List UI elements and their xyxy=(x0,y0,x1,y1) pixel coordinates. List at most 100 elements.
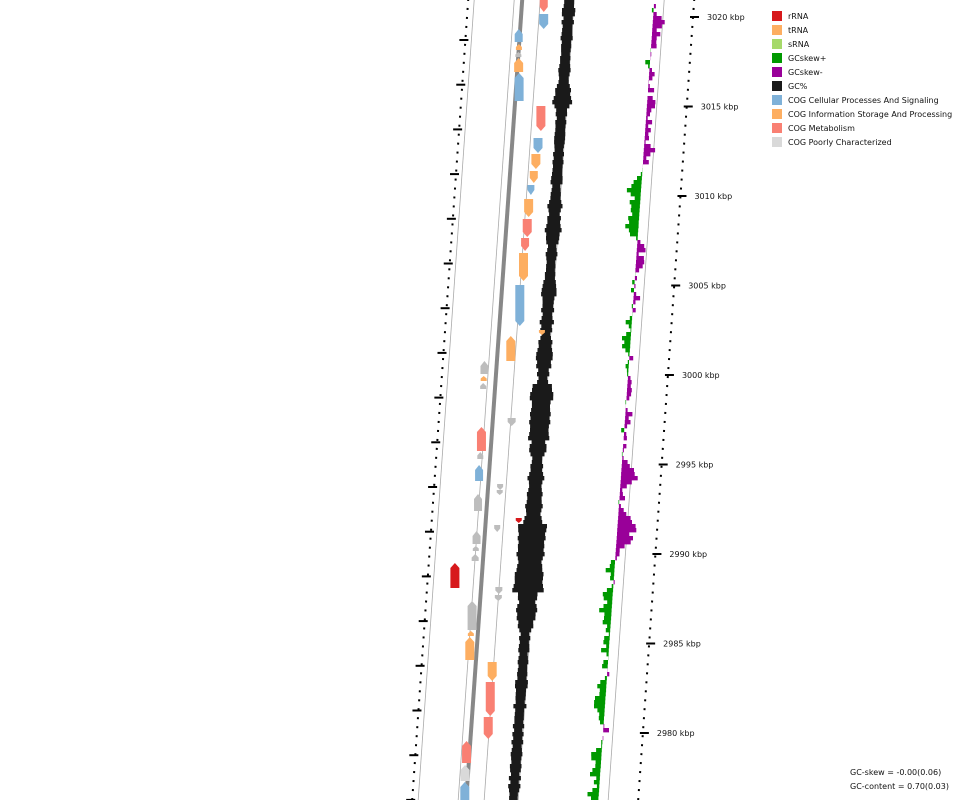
gene-feature-cog_poorly xyxy=(460,765,470,781)
gene-feature-no_cog xyxy=(495,587,503,594)
gene-feature-cog_cellular xyxy=(515,285,525,326)
legend-swatch xyxy=(772,137,782,147)
gene-feature-no_cog xyxy=(494,595,502,601)
legend-item-gc-percent: GC% xyxy=(772,79,958,93)
legend-item-cog-information: COG Information Storage And Processing xyxy=(772,107,958,121)
gene-feature-cog_cellular xyxy=(460,782,470,800)
gene-feature-cog_information xyxy=(487,662,497,681)
gc-content-track xyxy=(508,0,576,800)
ruler-minor-ticks xyxy=(637,0,696,800)
gene-feature-no_cog xyxy=(494,525,501,532)
legend-swatch xyxy=(772,109,782,119)
ring-line-5 xyxy=(607,0,665,800)
gene-feature-no_cog xyxy=(471,554,479,561)
gene-feature-cog_information xyxy=(531,154,541,169)
gene-feature-no_cog xyxy=(477,452,484,459)
gene-feature-no_cog xyxy=(496,490,503,495)
gene-feature-cog_metabolism xyxy=(483,717,493,739)
legend-swatch xyxy=(772,81,782,91)
gene-feature-tRNA xyxy=(467,631,474,636)
gene-feature-rRNA xyxy=(515,518,522,523)
legend-swatch xyxy=(772,53,782,63)
legend-item-cog-metabolism: COG Metabolism xyxy=(772,121,958,135)
legend-swatch xyxy=(772,67,782,77)
gene-feature-cog_information xyxy=(465,637,475,660)
gene-feature-no_cog xyxy=(497,484,504,490)
gene-feature-cog_metabolism xyxy=(539,0,548,12)
gene-feature-no_cog xyxy=(472,531,481,544)
gene-feature-cog_cellular xyxy=(527,185,535,195)
gc-content-stat: GC-content = 0.70(0.03) xyxy=(850,782,949,791)
backbone-line xyxy=(464,0,525,800)
ruler-tick-label: 3010 kbp xyxy=(694,192,732,201)
gene-feature-cog_cellular xyxy=(514,73,524,101)
legend-swatch xyxy=(772,95,782,105)
outer-minor-ticks-line xyxy=(411,0,470,800)
legend-label: sRNA xyxy=(788,39,810,49)
gc-skew-stat: GC-skew = -0.00(0.06) xyxy=(850,768,942,777)
legend-item-gcskew-plus: GCskew+ xyxy=(772,51,958,65)
gene-feature-cog_cellular xyxy=(514,29,523,42)
gene-feature-cog_cellular xyxy=(539,14,549,29)
legend-label: COG Information Storage And Processing xyxy=(788,109,953,119)
gene-feature-no_cog xyxy=(507,418,516,426)
gene-feature-cog_information xyxy=(519,253,528,281)
legend-swatch xyxy=(772,39,782,49)
ruler-tick-label: 2995 kbp xyxy=(676,461,714,470)
gene-feature-no_cog xyxy=(472,546,479,551)
legend-label: tRNA xyxy=(788,25,809,35)
gc-skew-positive xyxy=(587,8,654,800)
legend-label: GC% xyxy=(788,81,808,91)
ruler-tick-label: 3020 kbp xyxy=(707,13,745,22)
legend-item-rrna: rRNA xyxy=(772,9,958,23)
gene-feature-tRNA xyxy=(538,330,545,335)
outer-minor-ticks xyxy=(406,0,470,800)
position-ruler: 3020 kbp 3015 kbp 3010 kbp 3005 kbp 3000 kbp… xyxy=(637,0,745,800)
legend: rRNA tRNA sRNA GCskew+ GCskew- GC% COG C… xyxy=(772,9,958,149)
gene-feature-cog_information xyxy=(524,199,534,217)
gene-feature-cog_information xyxy=(529,171,538,183)
legend-item-cog-cellular: COG Cellular Processes And Signaling xyxy=(772,93,958,107)
gene-feature-cog_information xyxy=(506,336,516,361)
gene-feature-cog_information xyxy=(514,58,524,72)
gc-content-profile xyxy=(508,0,576,800)
genome-backbone xyxy=(464,0,525,800)
ruler-tick-label: 3015 kbp xyxy=(701,103,739,112)
gene-feature-cog_metabolism xyxy=(536,106,546,131)
legend-label: COG Metabolism xyxy=(788,123,855,133)
gene-feature-no_cog xyxy=(480,361,489,374)
gene-feature-cog_metabolism xyxy=(476,427,486,451)
legend-label: COG Cellular Processes And Signaling xyxy=(788,95,939,105)
gene-feature-no_cog xyxy=(467,601,477,630)
legend-item-trna: tRNA xyxy=(772,23,958,37)
gene-feature-tRNA xyxy=(480,376,487,381)
gene-feature-cog_metabolism xyxy=(485,682,495,716)
ring-line-1 xyxy=(417,0,475,800)
legend-label: COG Poorly Characterized xyxy=(788,137,892,147)
genome-stats: GC-skew = -0.00(0.06) GC-content = 0.70(… xyxy=(850,766,949,794)
gene-feature-no_cog xyxy=(480,383,487,389)
gene-feature-no_cog xyxy=(515,52,522,57)
legend-label: GCskew+ xyxy=(788,53,827,63)
gene-feature-cog_cellular xyxy=(475,465,484,481)
legend-label: rRNA xyxy=(788,11,809,21)
ruler-tick-label: 2980 kbp xyxy=(657,729,695,738)
gene-feature-no_cog xyxy=(474,494,483,511)
gene-feature-rRNA xyxy=(450,563,460,588)
legend-label: GCskew- xyxy=(788,67,823,77)
feature-track xyxy=(450,0,549,800)
ruler-tick-label: 3005 kbp xyxy=(688,282,726,291)
legend-item-gcskew-minus: GCskew- xyxy=(772,65,958,79)
legend-item-srna: sRNA xyxy=(772,37,958,51)
ring-line-2 xyxy=(457,0,515,800)
gene-feature-cog_metabolism xyxy=(521,238,530,251)
legend-swatch xyxy=(772,123,782,133)
legend-item-cog-poorly: COG Poorly Characterized xyxy=(772,135,958,149)
gene-feature-cog_metabolism xyxy=(462,741,472,763)
ruler-tick-label: 2985 kbp xyxy=(663,640,701,649)
legend-swatch xyxy=(772,11,782,21)
gc-skew-negative xyxy=(602,0,665,741)
gene-feature-cog_metabolism xyxy=(522,219,532,237)
ruler-tick-label: 3000 kbp xyxy=(682,371,720,380)
